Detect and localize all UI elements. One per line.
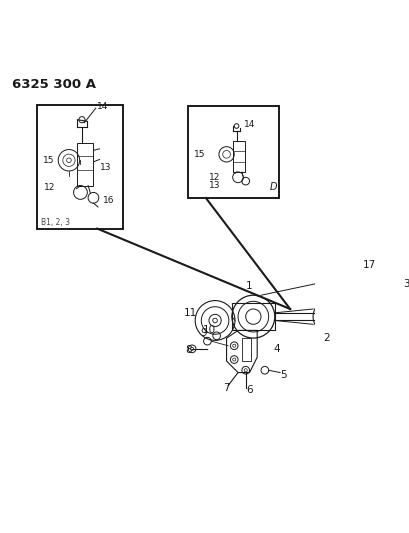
Text: D: D bbox=[270, 182, 277, 192]
Text: 11: 11 bbox=[184, 308, 197, 318]
Text: 1: 1 bbox=[246, 281, 252, 291]
Text: 10: 10 bbox=[202, 326, 215, 335]
Text: 17: 17 bbox=[362, 260, 375, 270]
Text: 12: 12 bbox=[209, 173, 220, 182]
Text: 6325 300 A: 6325 300 A bbox=[12, 78, 96, 91]
Text: 6: 6 bbox=[246, 385, 252, 395]
Text: 7: 7 bbox=[223, 383, 229, 393]
Text: 15: 15 bbox=[193, 150, 204, 159]
Bar bbox=[187, 106, 279, 198]
Text: 3: 3 bbox=[402, 279, 409, 289]
Bar bbox=[36, 104, 123, 229]
Text: 9: 9 bbox=[200, 328, 207, 338]
Text: 12: 12 bbox=[44, 183, 56, 191]
Text: 15: 15 bbox=[43, 156, 54, 165]
Text: 4: 4 bbox=[272, 344, 279, 354]
Text: 13: 13 bbox=[209, 181, 220, 190]
Text: 16: 16 bbox=[103, 196, 115, 205]
Text: 5: 5 bbox=[280, 370, 287, 380]
Text: B1, 2, 3: B1, 2, 3 bbox=[40, 218, 70, 227]
Text: 14: 14 bbox=[244, 120, 255, 129]
Text: 14: 14 bbox=[97, 102, 108, 111]
Bar bbox=[231, 303, 274, 330]
Text: 8: 8 bbox=[184, 345, 191, 356]
Text: 2: 2 bbox=[322, 333, 328, 343]
Text: 13: 13 bbox=[99, 164, 111, 173]
